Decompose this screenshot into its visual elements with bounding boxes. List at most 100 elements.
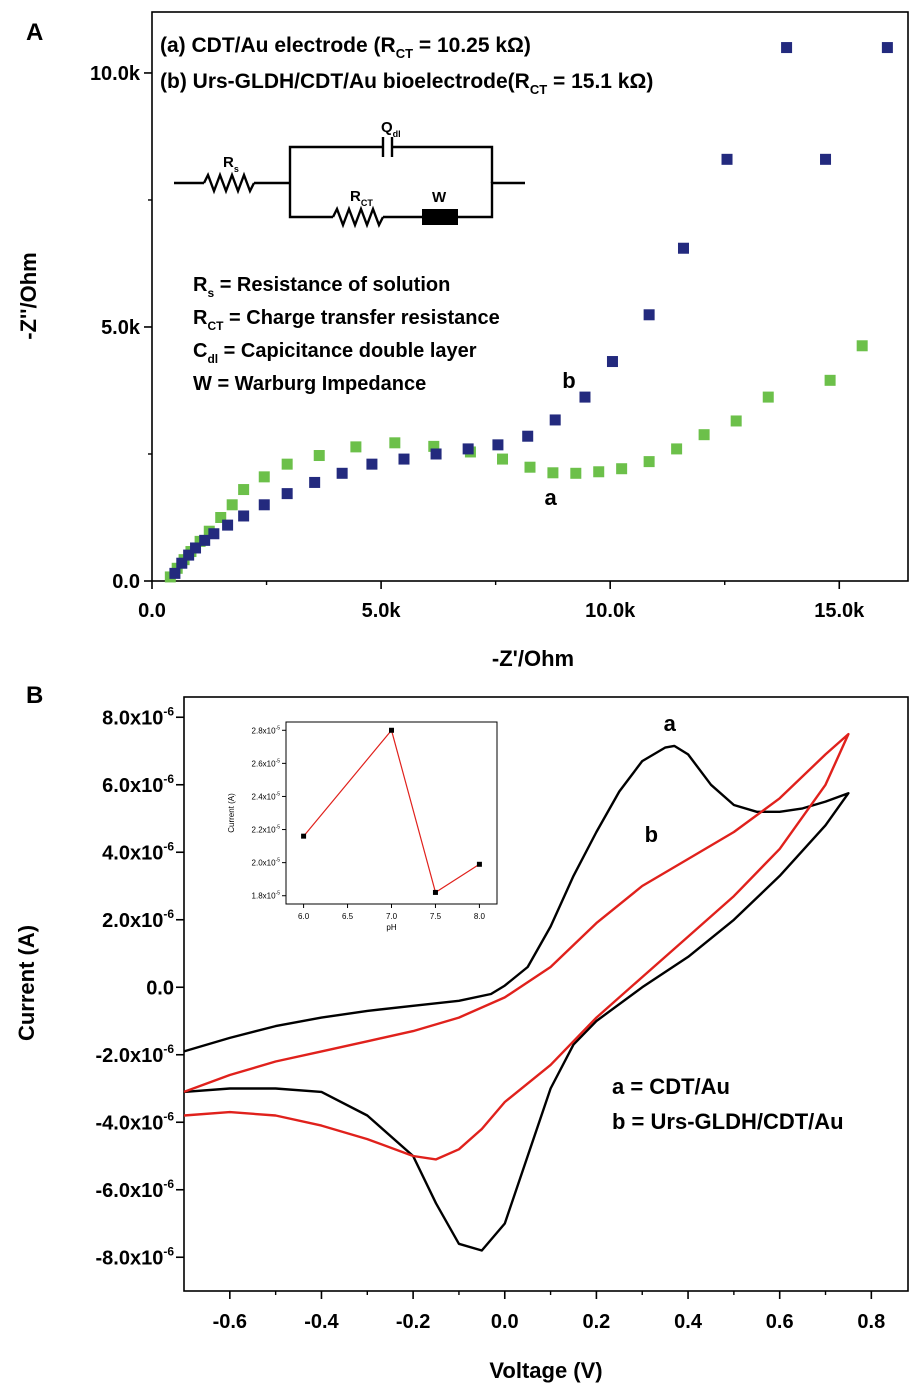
inset-x-axis-label: pH [386,923,396,932]
inset-data-point [301,833,307,839]
panel-a-plot-frame [151,11,909,582]
data-point-a [547,467,559,479]
warburg-label: W [432,189,447,206]
x-tick-label: 0.8 [857,1311,885,1333]
panel-b-label: B [26,682,43,709]
panel-b: B -0.6 -0.4 -0.2 0.0 0.2 0.4 0.6 0.8 8.0x10-6 6.0… [14,682,909,1383]
data-point-a [389,437,401,449]
data-point-b [549,414,561,426]
inset-y-tick-label: 1.8x10-5 [252,891,281,901]
data-point-b [222,519,234,531]
y-tick-label: 0.0 [112,571,140,593]
data-point-b [721,153,733,165]
inset-y-tick-label: 2.6x10-5 [252,758,281,768]
x-tick-label: -0.4 [304,1311,339,1333]
data-point-a [497,453,509,465]
series-label-a: a [664,711,677,736]
y-tick-label: 6.0x10-6 [102,772,174,797]
data-point-b [199,534,211,546]
data-point-a [281,458,293,470]
definition-item: RCT = Charge transfer resistance [193,307,500,333]
data-point-a [824,374,836,386]
data-point-a [226,499,238,511]
series-label-b: b [562,368,575,393]
inset-y-tick-label: 2.2x10-5 [252,825,281,835]
resistor-rct-icon [331,205,385,229]
y-tick-label: 4.0x10-6 [102,839,174,864]
x-tick-label: 0.4 [674,1311,703,1333]
inset-data-point [432,889,438,895]
data-point-a [671,443,683,455]
data-point-a [616,463,628,475]
cv-curve-b [183,732,850,1161]
inset-y-tick-label: 2.4x10-5 [252,791,281,801]
data-point-b [190,542,202,554]
x-tick-label: 0.0 [138,600,166,622]
qdl-label: Qdl [381,119,401,139]
y-tick-label: -4.0x10-6 [95,1109,174,1134]
data-point-a [730,415,742,427]
panel-b-legend: a = CDT/Au b = Urs-GLDH/CDT/Au [612,1074,844,1134]
data-point-b [462,443,474,455]
y-tick-label: -8.0x10-6 [95,1244,174,1269]
legend-entry-a: (a) CDT/Au electrode (RCT = 10.25 kΩ) [160,34,531,61]
data-point-b [176,557,188,569]
data-point-b [677,242,689,254]
inset-plot-frame [285,721,498,905]
data-point-b [208,528,220,540]
ph-inset-chart: 6.0 6.5 7.0 7.5 8.0 2.8x10-5 2.6x10-5 2.4x10-5 2… [227,721,498,932]
data-point-b [522,430,534,442]
panel-a-series-labels: ab [544,368,575,510]
x-tick-label: 0.2 [582,1311,610,1333]
data-point-a [313,450,325,462]
data-point-a [762,391,774,403]
data-point-a [698,429,710,441]
x-tick-label: 10.0k [585,600,636,622]
panel-a-axes: 0.0 5.0k 10.0k 15.0k 0.0 5.0k 10.0k [90,63,865,622]
warburg-element-icon [422,209,458,225]
y-tick-label: 0.0 [146,977,174,999]
circuit-wire [288,145,383,183]
legend-entry: b = Urs-GLDH/CDT/Au [612,1109,844,1134]
data-point-b [366,458,378,470]
data-point-a [215,511,227,523]
panel-a-label: A [26,19,43,46]
data-point-b [238,510,250,522]
rct-label: RCT [350,188,373,208]
data-point-a [524,461,536,473]
data-point-b [281,488,293,500]
data-point-b [492,439,504,451]
inset-line [303,729,480,894]
circuit-definitions: Rs = Resistance of solution RCT = Charge … [193,274,500,395]
panel-b-series-labels: ab [645,711,677,847]
panel-b-y-axis-label: Current (A) [14,925,39,1041]
y-tick-label: 8.0x10-6 [102,704,174,729]
data-point-a [593,466,605,478]
panel-b-plot-frame [183,696,909,1292]
legend-entry: a = CDT/Au [612,1074,730,1099]
data-point-b [258,499,270,511]
x-tick-label: 0.6 [766,1311,794,1333]
y-tick-label: 10.0k [90,63,141,85]
inset-y-axis-label: Current (A) [227,793,236,833]
inset-y-tick-label: 2.8x10-5 [252,725,281,735]
data-point-b [309,476,321,488]
data-point-a [856,340,868,352]
cv-curve-a [183,744,850,1252]
legend-entry-b: (b) Urs-GLDH/CDT/Au bioelectrode(RCT = 1… [160,70,653,97]
data-point-b [606,356,618,368]
x-tick-label: 0.0 [491,1311,519,1333]
rs-label: Rs [223,154,239,174]
circuit-wire [458,181,525,219]
series-label-b: b [645,822,658,847]
definition-item: Cdl = Capicitance double layer [193,340,477,366]
equivalent-circuit-diagram: Rs Qdl RCT W [174,119,525,229]
panel-b-axes: -0.6 -0.4 -0.2 0.0 0.2 0.4 0.6 0.8 8.0x10-6 6.0x1… [95,704,885,1333]
resistor-rs-icon [202,171,256,195]
y-tick-label: 5.0k [101,317,141,339]
panel-a-x-axis-label: -Z'/Ohm [492,646,574,671]
inset-data-point [476,861,482,867]
panel-a-legend: (a) CDT/Au electrode (RCT = 10.25 kΩ) (b)… [160,34,653,97]
data-point-a [428,440,440,452]
